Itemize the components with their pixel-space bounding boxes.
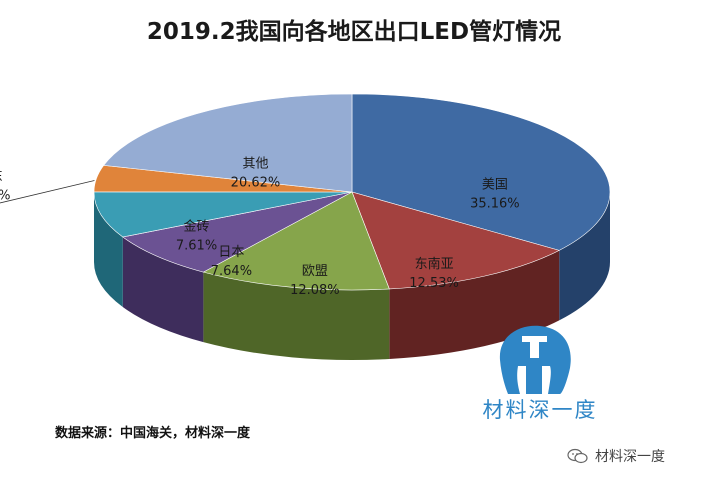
slice-0-side <box>559 192 610 321</box>
slice-1-value-label: 12.53% <box>409 276 459 291</box>
slice-6-top <box>103 93 353 193</box>
slice-4-name-label: 金砖 <box>184 218 210 234</box>
slice-3-side <box>122 236 204 343</box>
slice-5-value-label: 4.36% <box>0 188 10 203</box>
slice-1-name-label: 东南亚 <box>415 256 454 272</box>
watermark-logo: 材料深一度 <box>470 322 610 432</box>
slice-4-side <box>94 192 123 307</box>
slice-5-name-label: 中东 <box>0 169 3 184</box>
source-note: 数据来源：中国海关，材料深一度 <box>55 426 251 441</box>
slice-6-name-label: 其他 <box>242 157 268 172</box>
chart-title: 2019.2我国向各地区出口LED管灯情况 <box>146 19 562 45</box>
watermark-text: 材料深一度 <box>482 398 598 422</box>
slice-3-top <box>122 191 353 273</box>
slice-0-top <box>351 93 611 251</box>
wechat-icon <box>567 448 588 464</box>
slice-2-value-label: 12.08% <box>290 283 340 298</box>
slice-2-side <box>203 272 390 360</box>
logo-icon <box>499 325 571 394</box>
slice-5-leader-line <box>0 180 95 204</box>
slice-4-top <box>93 191 353 238</box>
slice-4-value-label: 7.61% <box>176 238 217 253</box>
slice-2-top <box>202 191 390 291</box>
slice-6-value-label: 20.62% <box>231 176 281 191</box>
slice-0-value-label: 35.16% <box>470 197 520 212</box>
slice-0-name-label: 美国 <box>482 178 508 193</box>
slice-1-top <box>351 191 561 290</box>
wechat-account: 材料深一度 <box>567 446 665 466</box>
slice-3-name-label: 日本 <box>218 245 244 260</box>
wechat-account-name: 材料深一度 <box>595 449 665 465</box>
slice-2-name-label: 欧盟 <box>302 264 328 279</box>
slice-3-value-label: 7.64% <box>211 264 252 279</box>
